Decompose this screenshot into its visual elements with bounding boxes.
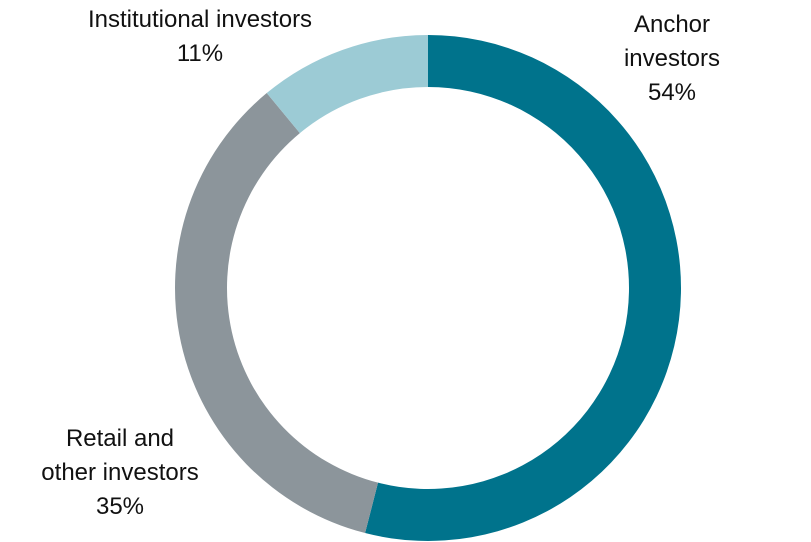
slice-label: Institutional investors 11% — [88, 3, 312, 71]
category-label: Institutional investors — [87, 6, 313, 33]
slice-label: Anchor investors 54% — [603, 8, 742, 110]
value-label: 54% — [647, 79, 697, 106]
slice — [175, 93, 379, 534]
category-label: Anchor investors — [623, 11, 721, 72]
slice — [266, 35, 428, 134]
slice-label: Retail and other investors 35% — [41, 422, 198, 524]
slice — [365, 35, 681, 541]
value-label: 35% — [95, 493, 145, 520]
category-label: Retail and other investors — [41, 425, 199, 486]
value-label: 11% — [176, 40, 224, 67]
